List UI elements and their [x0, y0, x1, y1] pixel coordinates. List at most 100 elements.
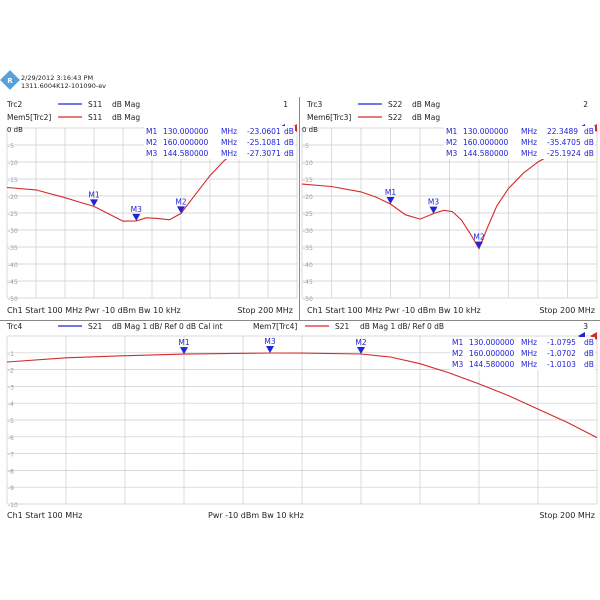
y-tick-label: -50 — [303, 296, 313, 303]
y-tick-label: -15 — [303, 177, 313, 184]
legend-series-name: S22 — [388, 100, 403, 109]
y-tick-label: -1 — [8, 351, 14, 358]
channel-footer: Ch1 Start 100 MHz Pwr -10 dBm Bw 10 kHz S… — [7, 306, 293, 315]
legend-trace-label: Mem6[Trc3] — [307, 113, 351, 122]
marker-row-vunit: dB — [584, 360, 594, 369]
footer-settings: Pwr -10 dBm Bw 10 kHz — [208, 511, 304, 520]
rohde-schwarz-logo-icon: R — [0, 70, 20, 90]
legend-format: dB Mag — [112, 100, 140, 109]
marker-label: M3 — [131, 205, 142, 214]
marker-row-freq: 160.000000 — [469, 349, 515, 358]
channel-footer: Ch1 Start 100 MHz Pwr -10 dBm Bw 10 kHz St… — [7, 511, 595, 520]
legend-format: dB Mag 1 dB/ Ref 0 dB Cal int — [112, 322, 223, 331]
header-device-id: 1311.6004K12-101090-ev — [21, 82, 106, 90]
marker-row-bg — [144, 126, 295, 137]
marker-row-unit: MHz — [521, 138, 537, 147]
marker-m1-icon — [180, 347, 188, 355]
marker-m3-icon — [132, 213, 141, 221]
marker-row-unit: MHz — [521, 349, 537, 358]
y-tick-label: -25 — [303, 211, 313, 218]
y-tick-label: -40 — [303, 262, 313, 269]
marker-m1-icon — [90, 199, 98, 207]
y-tick-label: -50 — [8, 296, 18, 303]
y-tick-label: -45 — [303, 279, 313, 286]
marker-row-value: -1.0702 — [547, 349, 576, 358]
ref-arrow-icon — [590, 332, 597, 340]
marker-row-vunit: dB — [584, 127, 594, 136]
marker-row-unit: MHz — [521, 360, 537, 369]
ref-level-label: 0 dB — [7, 126, 23, 134]
y-tick-label: -10 — [303, 160, 313, 167]
marker-row-freq: 130.000000 — [469, 338, 515, 347]
chart-panel-s11: -5 -10 -15 -20 -25 -30 -35 -40 -45 -50 0 dB Trc2 S11… — [6, 100, 298, 315]
y-tick-label: -15 — [8, 177, 18, 184]
y-tick-label: -8 — [8, 468, 14, 475]
marker-row-id: M1 — [146, 127, 157, 136]
chart-panel-s21: -1 -2 -3 -4 -5 -6 -7 -8 -9 -10 Trc4 S21 dB Mag 1 dB/… — [6, 322, 598, 520]
marker-label: M3 — [428, 198, 439, 207]
marker-row-id: M3 — [446, 149, 457, 158]
marker-row-vunit: dB — [284, 127, 294, 136]
marker-row-value: -23.0601 — [247, 127, 281, 136]
marker-row-unit: MHz — [221, 127, 237, 136]
marker-row-unit: MHz — [521, 338, 537, 347]
legend-trace-label: Mem5[Trc2] — [7, 113, 51, 122]
marker-row-value: -1.0795 — [547, 338, 576, 347]
marker-m3-icon — [266, 345, 275, 353]
legend-series-name: S11 — [88, 100, 103, 109]
marker-m2-icon — [357, 346, 365, 354]
marker-label: M2 — [473, 233, 484, 242]
window-number: 1 — [283, 100, 288, 109]
legend-series-name: S11 — [88, 113, 103, 122]
svg-text:R: R — [7, 77, 13, 85]
y-tick-label: -10 — [8, 502, 18, 509]
marker-row-vunit: dB — [284, 149, 294, 158]
y-tick-label: -35 — [303, 245, 313, 252]
y-tick-label: -25 — [8, 211, 18, 218]
marker-m3-icon — [429, 206, 438, 214]
marker-row-vunit: dB — [584, 138, 594, 147]
footer-stop: Stop 200 MHz — [539, 511, 595, 520]
marker-label: M1 — [385, 188, 396, 197]
y-tick-label: -30 — [303, 228, 313, 235]
legend-format: dB Mag — [112, 113, 140, 122]
marker-row-freq: 160.000000 — [163, 138, 209, 147]
marker-row-vunit: dB — [284, 138, 294, 147]
marker-row-bg — [450, 359, 595, 370]
legend-format: dB Mag — [412, 113, 440, 122]
y-tick-label: -7 — [8, 452, 14, 459]
marker-row-freq: 144.580000 — [163, 149, 209, 158]
y-tick-label: -20 — [303, 194, 313, 201]
marker-readout-table: M1 130.000000 MHz 22.3489 dB M2 160.000000 MHz -… — [444, 126, 595, 159]
marker-row-vunit: dB — [584, 149, 594, 158]
footer-start: Ch1 Start 100 MHz Pwr -10 dBm Bw 10 kHz — [307, 306, 481, 315]
marker-row-value: -25.1924 — [547, 149, 581, 158]
chart-panel-s22: -5 -10 -15 -20 -25 -30 -35 -40 -45 -50 0 dB Trc3 S22… — [301, 100, 598, 315]
marker-row-value: -35.4705 — [547, 138, 581, 147]
window-number: 2 — [583, 100, 588, 109]
y-tick-label: -4 — [8, 401, 14, 408]
y-tick-label: -45 — [8, 279, 18, 286]
y-tick-label: -35 — [8, 245, 18, 252]
marker-m1-icon — [386, 196, 395, 204]
marker-row-id: M1 — [452, 338, 463, 347]
marker-row-freq: 144.580000 — [469, 360, 515, 369]
y-tick-label: -10 — [8, 160, 18, 167]
marker-m2-icon — [177, 206, 185, 214]
y-tick-label: -30 — [8, 228, 18, 235]
footer-stop: Stop 200 MHz — [237, 306, 293, 315]
footer-start: Ch1 Start 100 MHz Pwr -10 dBm Bw 10 kHz — [7, 306, 181, 315]
marker-label: M2 — [355, 338, 366, 347]
legend-trace-label: Mem7[Trc4] — [253, 322, 297, 331]
marker-row-freq: 160.000000 — [463, 138, 509, 147]
marker-row-value: -1.0103 — [547, 360, 576, 369]
trace-legend: Trc2 S11 dB Mag 1 Mem5[Trc2] S11 dB Mag — [6, 100, 288, 122]
marker-row-id: M2 — [452, 349, 463, 358]
footer-stop: Stop 200 MHz — [539, 306, 595, 315]
marker-row-bg — [444, 126, 595, 137]
marker-row-unit: MHz — [521, 149, 537, 158]
y-tick-label: -3 — [8, 384, 14, 391]
marker-row-unit: MHz — [221, 149, 237, 158]
trace-legend: Trc3 S22 dB Mag 2 Mem6[Trc3] S22 dB Mag — [306, 100, 588, 122]
